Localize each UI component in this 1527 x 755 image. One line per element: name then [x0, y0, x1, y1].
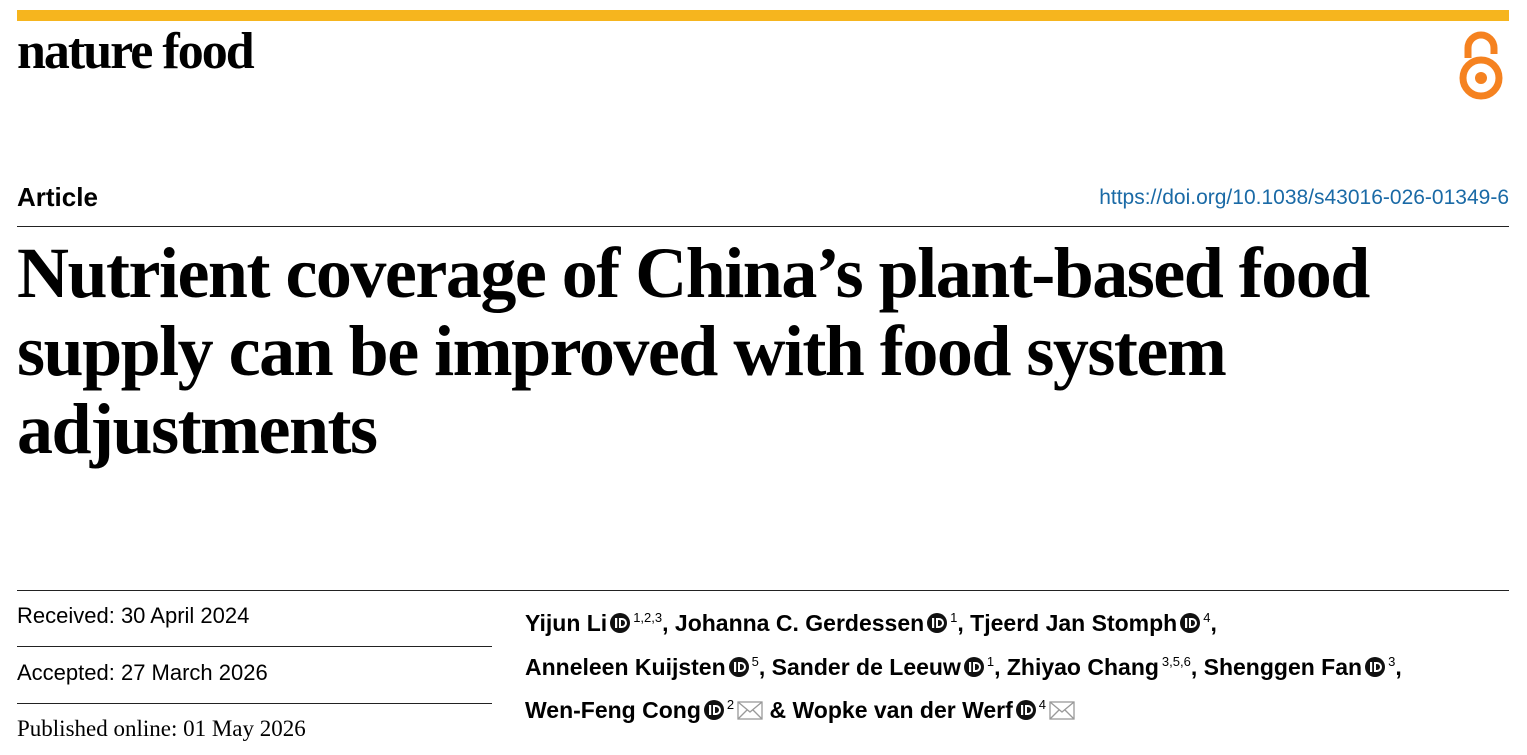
affiliation: 3,5,6 — [1161, 653, 1191, 669]
orcid-icon[interactable] — [1180, 607, 1201, 644]
affiliation: 1,2,3 — [633, 610, 663, 625]
author-name: Sander de Leeuw — [771, 653, 961, 680]
affiliation: 1 — [950, 610, 958, 625]
accent-bar — [17, 10, 1509, 21]
author-name: Zhiyao Chang — [1006, 653, 1159, 680]
doi-link[interactable]: https://doi.org/10.1038/s43016-026-01349… — [1099, 186, 1509, 209]
affiliation: 1 — [986, 653, 995, 669]
divider — [17, 703, 492, 704]
date: Received: 30 April 2024 — [17, 603, 250, 628]
separator: , — [662, 610, 675, 636]
orcid-icon[interactable] — [728, 651, 749, 688]
separator: , — [1210, 610, 1217, 636]
divider — [17, 590, 1509, 591]
divider — [17, 646, 492, 647]
author-name: Shenggen Fan — [1203, 653, 1363, 680]
author-list: Yijun Li 1,2,3, Johanna C. Gerdessen 1, Tj… — [525, 600, 1515, 731]
orcid-icon[interactable] — [963, 651, 984, 688]
separator: , — [1395, 653, 1402, 680]
affiliation: 3 — [1388, 653, 1396, 669]
affiliation: 2 — [726, 697, 735, 712]
separator: , — [994, 653, 1007, 680]
author-name: Yijun Li — [525, 610, 608, 636]
separator: , — [1190, 653, 1204, 680]
author-name: Johanna C. Gerdessen — [674, 610, 925, 636]
separator: & — [763, 697, 793, 723]
email-icon[interactable] — [1049, 694, 1075, 731]
author-name: Wen-Feng Cong — [525, 697, 701, 723]
journal-name: nature food — [17, 23, 255, 80]
affiliation: 5 — [751, 653, 759, 669]
separator: , — [758, 653, 772, 680]
orcid-icon[interactable] — [703, 694, 724, 731]
open-access-icon — [1459, 31, 1503, 100]
affiliation: 4 — [1038, 697, 1047, 712]
date: Published online: 01 May 2026 — [17, 716, 306, 741]
divider — [17, 226, 1509, 227]
orcid-icon[interactable] — [1015, 694, 1036, 731]
article-title: Nutrient coverage of China’s plant-based… — [17, 233, 1370, 469]
email-icon[interactable] — [737, 694, 763, 731]
affiliation: 4 — [1203, 610, 1211, 625]
author-name: Anneleen Kuijsten — [525, 653, 726, 680]
separator: , — [957, 610, 971, 636]
author-name: Tjeerd Jan Stomph — [970, 610, 1178, 636]
article-type: Article — [17, 182, 98, 212]
date: Accepted: 27 March 2026 — [17, 660, 268, 685]
orcid-icon[interactable] — [927, 607, 948, 644]
author-name: Wopke van der Werf — [792, 697, 1013, 723]
orcid-icon[interactable] — [1365, 651, 1386, 688]
orcid-icon[interactable] — [610, 607, 631, 644]
